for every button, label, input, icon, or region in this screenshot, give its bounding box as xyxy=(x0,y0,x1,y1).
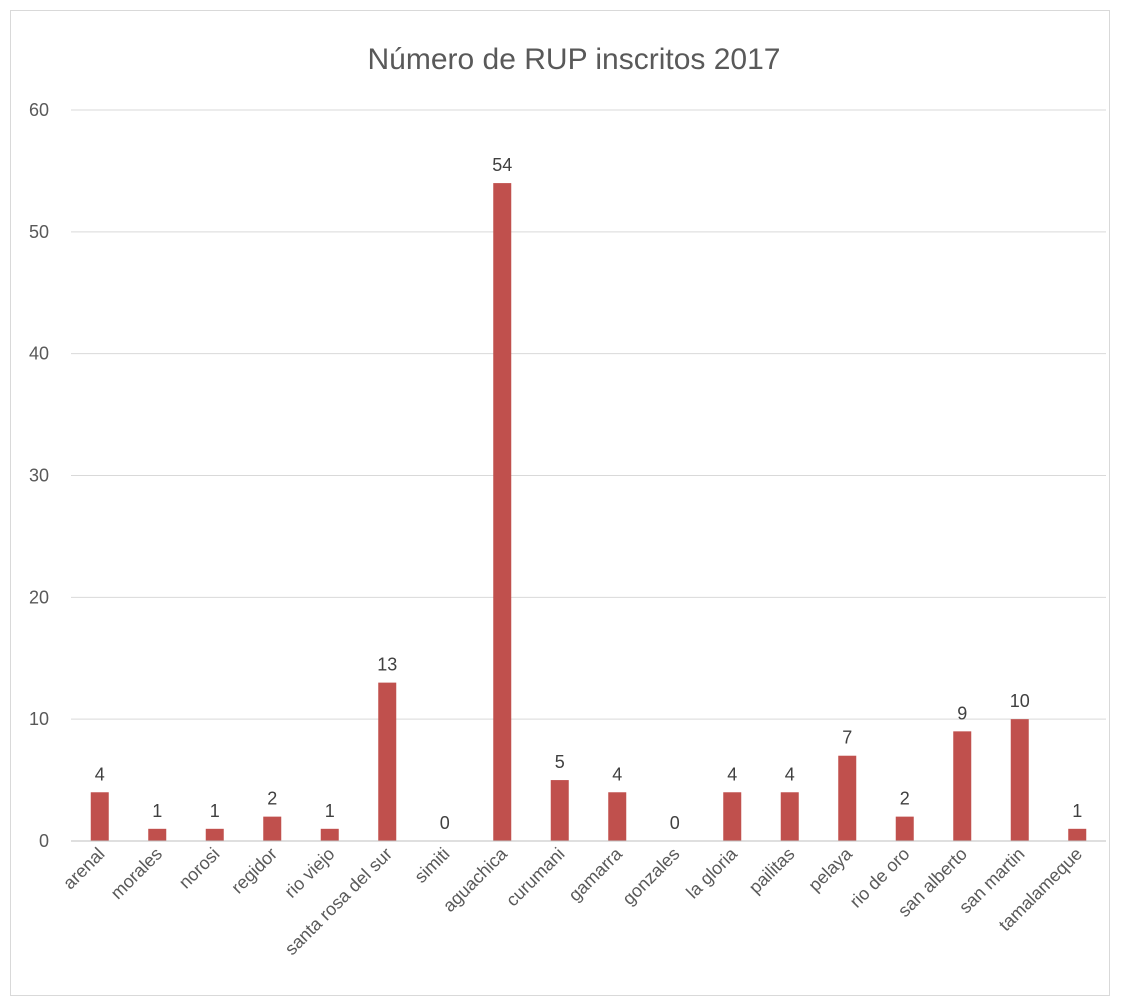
chart-title: Número de RUP inscritos 2017 xyxy=(368,43,781,76)
y-tick-label: 0 xyxy=(39,831,49,851)
y-axis-ticks: 0 10 20 30 40 50 60 xyxy=(29,100,49,851)
data-label: 10 xyxy=(1010,691,1030,711)
bar-morales xyxy=(148,828,167,841)
data-label: 4 xyxy=(785,764,795,784)
chart-frame: Número de RUP inscritos 2017 0 10 20 30 40 50… xyxy=(10,10,1110,996)
bar-pelaya xyxy=(838,755,857,841)
data-label: 7 xyxy=(842,728,852,748)
category-label: curumani xyxy=(502,844,568,910)
category-label: norosi xyxy=(175,844,224,893)
bar-la-gloria xyxy=(723,792,742,841)
category-label: regidor xyxy=(227,844,281,898)
category-label: pailitas xyxy=(745,844,799,898)
data-label: 4 xyxy=(612,764,622,784)
y-tick-label: 20 xyxy=(29,587,49,607)
data-label: 9 xyxy=(957,703,967,723)
y-tick-label: 60 xyxy=(29,100,49,120)
bar-tamalameque xyxy=(1068,828,1087,841)
data-label: 5 xyxy=(555,752,565,772)
category-label: morales xyxy=(107,844,166,903)
bar-san-martin xyxy=(1010,719,1029,841)
category-label: pelaya xyxy=(804,843,856,895)
data-label: 1 xyxy=(152,801,162,821)
bar-pailitas xyxy=(780,792,799,841)
bar-regidor xyxy=(263,816,282,841)
bar-norosi xyxy=(205,828,224,841)
bar-gamarra xyxy=(608,792,627,841)
category-label: santa rosa del sur xyxy=(281,844,396,959)
bar-rio-viejo xyxy=(320,828,339,841)
data-label: 2 xyxy=(267,789,277,809)
data-label: 54 xyxy=(492,155,512,175)
y-tick-label: 50 xyxy=(29,222,49,242)
data-label: 4 xyxy=(95,764,105,784)
y-tick-label: 10 xyxy=(29,709,49,729)
data-label: 2 xyxy=(900,789,910,809)
category-label: la gloria xyxy=(682,843,741,902)
data-label: 1 xyxy=(210,801,220,821)
category-label: arenal xyxy=(59,844,109,894)
y-tick-label: 30 xyxy=(29,466,49,486)
bar-chart: Número de RUP inscritos 2017 01020304050… xyxy=(29,43,1106,959)
y-tick-label: 40 xyxy=(29,344,49,364)
category-label: simiti xyxy=(410,844,453,887)
category-label: aguachica xyxy=(439,843,512,916)
data-label: 4 xyxy=(727,764,737,784)
category-label: gonzales xyxy=(618,844,683,909)
data-label: 0 xyxy=(440,813,450,833)
data-label: 13 xyxy=(377,655,397,675)
bars xyxy=(90,183,1087,842)
bar-aguachica xyxy=(493,183,512,842)
bar-curumani xyxy=(550,780,569,841)
data-label: 0 xyxy=(670,813,680,833)
data-label: 1 xyxy=(325,801,335,821)
category-label: rio viejo xyxy=(281,844,339,902)
data-label: 1 xyxy=(1072,801,1082,821)
bar-arenal xyxy=(90,792,109,841)
category-label: gamarra xyxy=(565,843,627,905)
bar-san-alberto xyxy=(953,731,972,841)
bar-rio-de-oro xyxy=(895,816,914,841)
bar-santa-rosa-del-sur xyxy=(378,682,397,841)
gridlines xyxy=(71,109,1106,720)
